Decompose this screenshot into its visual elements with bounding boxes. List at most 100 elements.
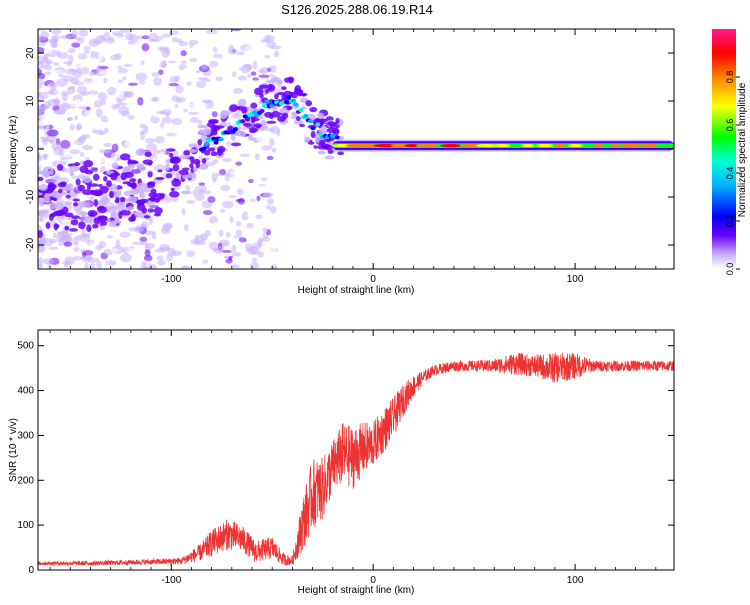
spectrogram-noise-cell [77,53,88,60]
spectrogram-ridge-cell [147,181,156,186]
spectrogram-ridge-cell [69,165,80,172]
spectrogram-noise-cell [212,247,219,252]
spectrogram-ridge-cell [281,86,287,91]
snr-frame [37,329,675,571]
spectrogram-noise-cell [74,241,79,247]
spectrogram-noise-cell [122,76,127,81]
spectrogram-ridge-cell [90,189,96,196]
spectrogram-noise-cell [60,103,67,109]
spectrogram-noise-cell [52,69,65,75]
spectrogram-noise-cell [42,258,54,265]
spectrogram-ridge-cell [64,201,73,206]
spectrogram-noise-cell [269,45,282,50]
spectrogram-ridge-cell [98,183,103,188]
spectrogram-noise-cell [94,51,100,60]
spectrogram-band-peak [440,144,462,148]
spectrogram-noise-cell [224,76,230,85]
spectrogram-ridge-cell [291,98,297,103]
spectrogram-noise-cell [218,229,224,237]
spectrogram-noise-cell [87,140,96,146]
spectrogram-noise-cell [183,67,189,75]
spectrogram-ridge-cell [133,188,143,194]
spectrogram-noise-cell [198,182,206,186]
spectrogram-noise-cell [73,246,80,252]
spectrogram-noise-cell [201,63,208,70]
spectrogram-xtick-label: -100 [161,274,181,285]
spectrogram-ridge-cell [219,111,228,120]
spectrogram-band-peak [617,144,645,148]
spectrogram-ridge-cell [78,221,86,230]
spectrogram-noise-cell [248,185,260,193]
snr-ytick-label: 300 [17,430,34,441]
spectrogram-noise-cell [247,73,252,79]
spectrogram-noise-cell [117,68,129,74]
spectrogram-noise-cell [201,259,209,264]
spectrogram-ridge-cell [180,190,192,195]
spectrogram-ridge-cell [171,178,182,187]
spectrogram-ridge-cell [72,198,81,202]
spectrogram-noise-cell [56,234,65,243]
spectrogram-ridge-cell [211,136,217,141]
spectrogram-ridge-cell [143,215,151,219]
spectrogram-noise-cell [256,195,261,202]
spectrogram-noise-cell [153,77,163,86]
snr-xticks: -100 0 100 [49,330,657,586]
spectrogram-ridge-cell [122,181,132,185]
spectrogram-noise-cell [231,71,237,78]
spectrogram-band-peak [357,144,381,148]
spectrogram-noise-cell [168,30,179,36]
spectrogram-ridge-cell [100,221,108,226]
spectrogram-noise-cell [199,103,208,108]
spectrogram-noise-cell [111,143,119,153]
spectrogram-noise-cell [246,222,255,229]
spectrogram-ridge-cell [40,169,51,177]
spectrogram-noise-cell [160,121,165,129]
spectrogram-ridge-cell [165,173,173,179]
spectrogram-ridge-cell [168,152,174,158]
spectrogram-ridge-cell [178,169,189,175]
spectrogram-ridge-cell [139,191,146,199]
spectrogram-ridge-cell [293,102,299,107]
spectrogram-noise-cell [87,93,97,102]
spectrogram-noise-cell [46,129,59,137]
spectrogram-ridge-cell [324,155,335,160]
spectrogram-ridge-cell [334,135,340,140]
spectrogram-ridge-cell [290,91,299,99]
spectrogram-noise-cell [103,142,112,148]
spectrogram-noise-cell [209,60,219,68]
spectrogram-noise-cell [107,86,117,96]
spectrogram-ridge-cell [216,148,224,157]
spectrogram-noise-cell [181,208,186,216]
spectrogram-ridge-cell [149,196,157,202]
spectrogram-ridge-cell [207,120,219,124]
spectrogram-noise-cell [123,91,133,98]
spectrogram-noise-cell [166,253,173,262]
spectrogram-noise-cell [98,71,108,75]
spectrogram-ridge-cell [277,115,286,122]
spectrogram-noise-cell [235,220,242,227]
spectrogram-ridge-cell [269,104,275,109]
spectrogram-ridge-cell [175,171,181,180]
spectrogram-ridge-cell [94,191,104,196]
spectrogram-xticks: -100 0 100 [49,29,657,285]
spectrogram-noise-cell [266,229,271,236]
spectrogram-noise-cell [251,257,258,263]
spectrogram-noise-cell [111,31,124,36]
spectrogram-noise-cell [38,120,48,127]
spectrogram-ridge-cell [258,84,270,89]
spectrogram-noise-cell [182,266,188,269]
spectrogram-ridge-cell [136,199,145,207]
spectrogram-noise-cell [269,125,281,134]
spectrogram-noise-cell [153,114,160,118]
spectrogram-noise-cell [74,37,81,41]
spectrogram-noise-cell [141,43,150,52]
spectrogram-noise-cell [160,200,167,205]
spectrogram-noise-cell [161,49,170,58]
spectrogram-noise-cell [96,64,101,74]
spectrogram-ridge-cell [77,184,86,192]
spectrogram-noise-cell [150,97,160,102]
spectrogram-noise-cell [42,49,54,54]
spectrogram-noise-cell [245,201,250,207]
spectrogram-noise-cell [119,29,131,33]
spectrogram-noise-cell [150,49,155,54]
